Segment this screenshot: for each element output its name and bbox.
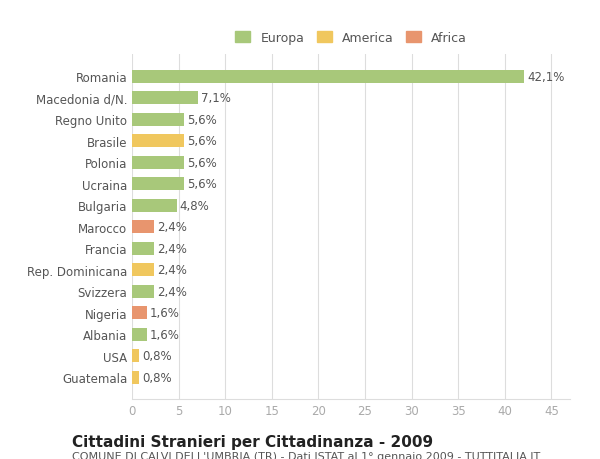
Text: 2,4%: 2,4% bbox=[157, 263, 187, 277]
Text: 5,6%: 5,6% bbox=[187, 157, 217, 169]
Bar bbox=[132, 199, 177, 212]
Bar bbox=[132, 285, 154, 298]
Text: 5,6%: 5,6% bbox=[187, 178, 217, 191]
Text: 5,6%: 5,6% bbox=[187, 113, 217, 127]
Text: Cittadini Stranieri per Cittadinanza - 2009: Cittadini Stranieri per Cittadinanza - 2… bbox=[72, 434, 433, 449]
Text: 1,6%: 1,6% bbox=[150, 328, 179, 341]
Text: COMUNE DI CALVI DELL'UMBRIA (TR) - Dati ISTAT al 1° gennaio 2009 - TUTTITALIA.IT: COMUNE DI CALVI DELL'UMBRIA (TR) - Dati … bbox=[72, 451, 540, 459]
Text: 2,4%: 2,4% bbox=[157, 242, 187, 255]
Bar bbox=[132, 242, 154, 255]
Bar bbox=[132, 328, 147, 341]
Bar bbox=[132, 92, 198, 105]
Text: 0,8%: 0,8% bbox=[142, 371, 172, 384]
Bar bbox=[132, 135, 184, 148]
Text: 4,8%: 4,8% bbox=[179, 199, 209, 212]
Legend: Europa, America, Africa: Europa, America, Africa bbox=[230, 27, 472, 50]
Text: 1,6%: 1,6% bbox=[150, 307, 179, 319]
Text: 2,4%: 2,4% bbox=[157, 285, 187, 298]
Bar bbox=[132, 157, 184, 169]
Text: 42,1%: 42,1% bbox=[527, 71, 565, 84]
Text: 7,1%: 7,1% bbox=[201, 92, 231, 105]
Text: 0,8%: 0,8% bbox=[142, 349, 172, 362]
Bar bbox=[132, 178, 184, 191]
Bar bbox=[132, 263, 154, 276]
Bar bbox=[132, 221, 154, 234]
Bar bbox=[132, 307, 147, 319]
Bar bbox=[132, 349, 139, 362]
Text: 2,4%: 2,4% bbox=[157, 221, 187, 234]
Bar bbox=[132, 113, 184, 127]
Bar bbox=[132, 71, 524, 84]
Bar bbox=[132, 371, 139, 384]
Text: 5,6%: 5,6% bbox=[187, 135, 217, 148]
